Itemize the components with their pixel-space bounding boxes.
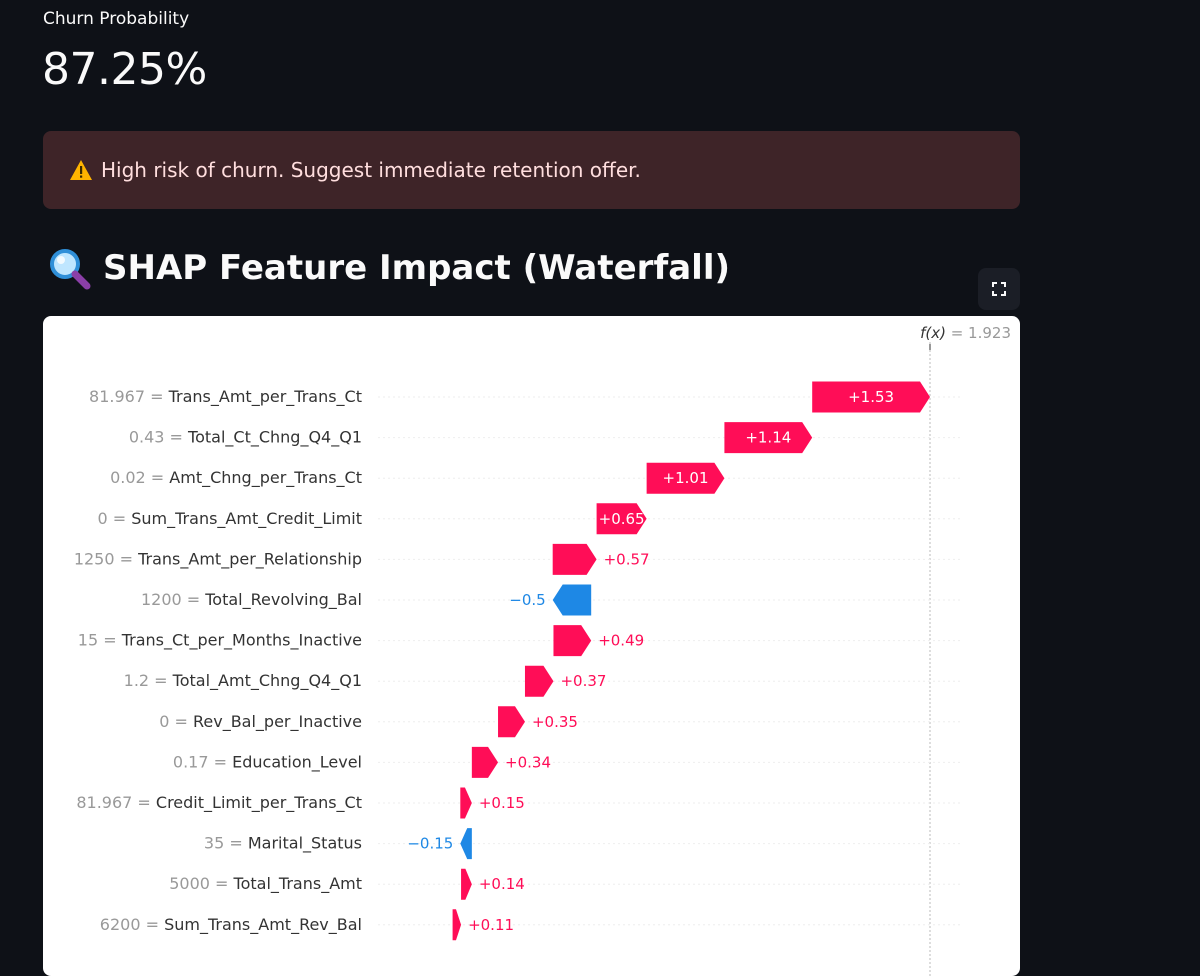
shap-value-label: +0.65	[599, 510, 645, 528]
feature-label: 15 = Trans_Ct_per_Months_Inactive	[78, 631, 362, 651]
feature-label: 1.2 = Total_Amt_Chng_Q4_Q1	[124, 671, 362, 691]
feature-label: 0 = Rev_Bal_per_Inactive	[159, 712, 362, 732]
shap-bar	[498, 706, 525, 738]
feature-label: 5000 = Total_Trans_Amt	[169, 874, 362, 894]
feature-label: 6200 = Sum_Trans_Amt_Rev_Bal	[100, 915, 362, 935]
shap-bar	[461, 868, 472, 900]
metric-label: Churn Probability	[43, 9, 190, 29]
warning-alert: High risk of churn. Suggest immediate re…	[43, 131, 1020, 209]
shap-value-label: +0.37	[560, 672, 606, 690]
shap-bar	[553, 625, 592, 657]
magnifying-glass-icon	[50, 249, 91, 290]
section-heading: SHAP Feature Impact (Waterfall)	[47, 246, 730, 290]
shap-value-label: +0.15	[479, 794, 525, 812]
shap-value-label: +1.53	[848, 388, 894, 406]
shap-bar	[460, 828, 472, 860]
shap-bar	[460, 787, 472, 819]
alert-text: High risk of churn. Suggest immediate re…	[101, 158, 641, 182]
shap-waterfall-chart: f(x) = 1.923 81.967 = Trans_Amt_per_Trans…	[43, 316, 1020, 976]
shap-value-label: +0.35	[532, 713, 578, 731]
shap-value-label: +1.14	[745, 429, 791, 447]
feature-label: 0.17 = Education_Level	[173, 752, 362, 772]
shap-bar	[552, 584, 592, 616]
shap-bar	[524, 665, 554, 697]
shap-bar	[646, 462, 725, 494]
shap-bar	[471, 746, 499, 778]
feature-label: 0 = Sum_Trans_Amt_Credit_Limit	[97, 509, 362, 529]
feature-label: 35 = Marital_Status	[204, 834, 362, 854]
shap-bar	[552, 543, 597, 575]
shap-value-label: +0.11	[468, 916, 514, 934]
shap-value-label: +0.57	[604, 550, 650, 568]
fx-label: f(x) = 1.923	[920, 324, 1011, 342]
feature-label: 81.967 = Trans_Amt_per_Trans_Ct	[89, 387, 362, 407]
shap-value-label: +0.14	[479, 875, 525, 893]
feature-label: 0.02 = Amt_Chng_per_Trans_Ct	[110, 468, 362, 488]
fullscreen-icon	[992, 282, 1006, 296]
fullscreen-button[interactable]	[978, 268, 1020, 310]
feature-label: 1200 = Total_Revolving_Bal	[141, 590, 362, 610]
shap-bar	[724, 422, 813, 454]
warning-icon	[70, 160, 92, 180]
feature-label: 81.967 = Credit_Limit_per_Trans_Ct	[76, 793, 362, 813]
shap-value-label: −0.5	[509, 591, 545, 609]
metric-value: 87.25%	[42, 44, 207, 95]
shap-value-label: +0.34	[505, 753, 551, 771]
shap-value-label: +1.01	[663, 469, 709, 487]
shap-bar	[812, 381, 930, 413]
chart-svg: f(x) = 1.923 81.967 = Trans_Amt_per_Trans…	[74, 324, 1011, 976]
shap-value-label: −0.15	[407, 835, 453, 853]
shap-bar	[596, 503, 647, 535]
feature-label: 0.43 = Total_Ct_Chng_Q4_Q1	[129, 428, 362, 448]
section-title: SHAP Feature Impact (Waterfall)	[103, 248, 731, 288]
shap-value-label: +0.49	[598, 632, 644, 650]
shap-bar	[452, 909, 462, 941]
feature-label: 1250 = Trans_Amt_per_Relationship	[74, 549, 362, 569]
